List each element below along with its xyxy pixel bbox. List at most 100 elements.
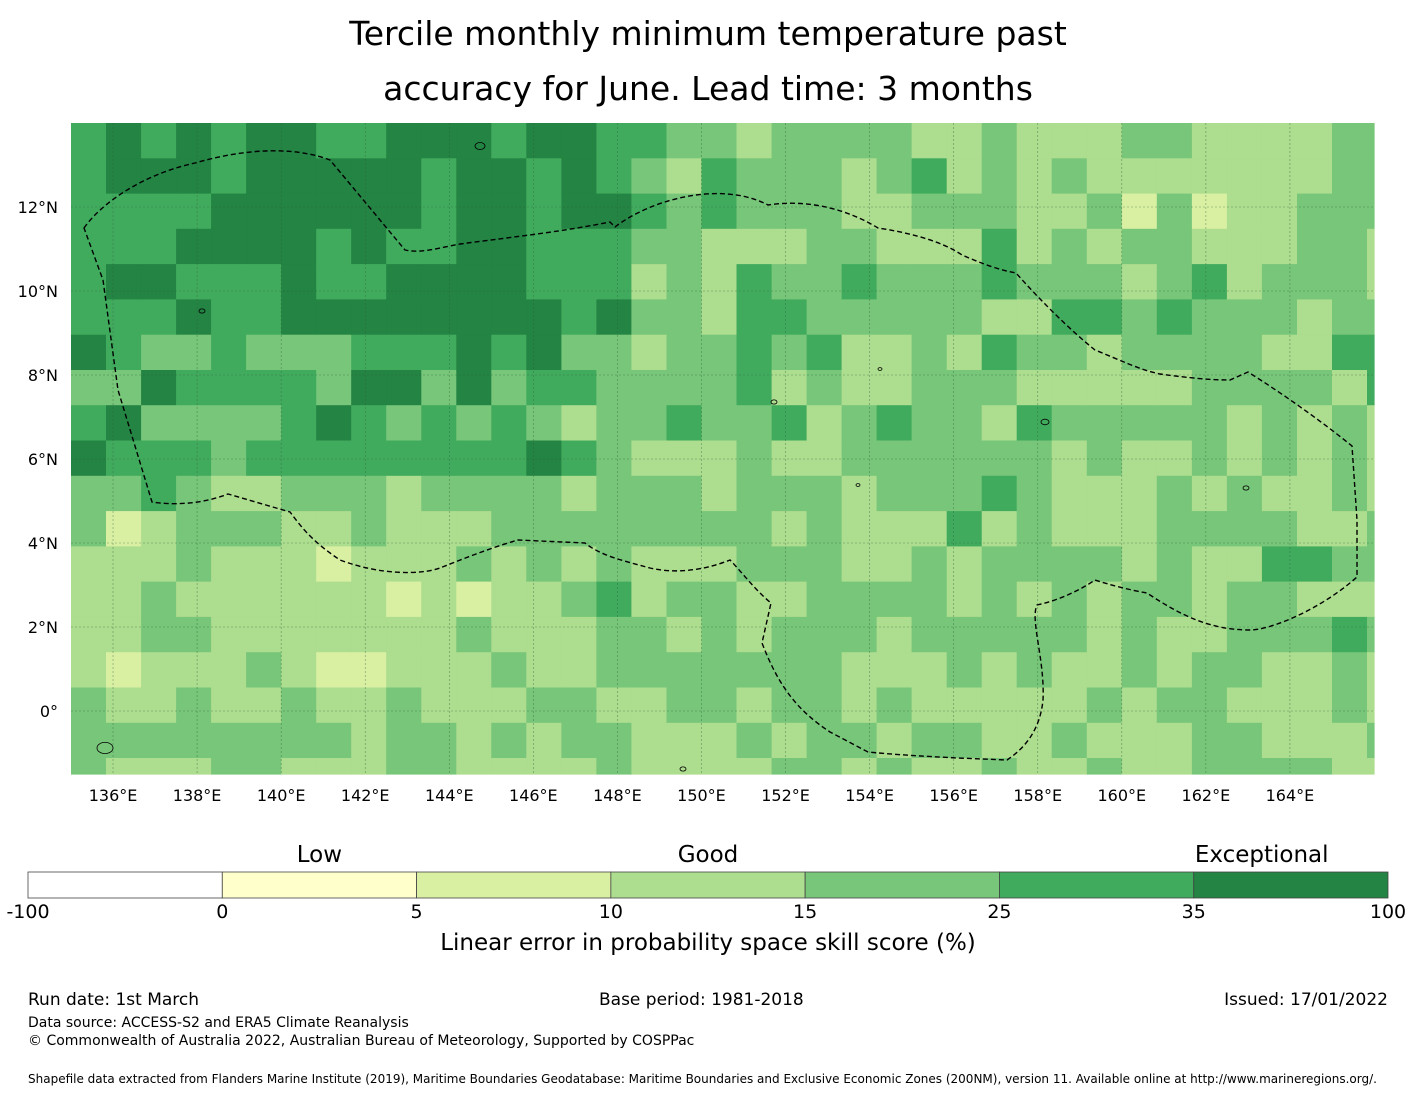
grid-cell: [561, 546, 597, 583]
grid-cell: [1086, 193, 1123, 230]
grid-cell: [1367, 193, 1375, 230]
lat-tick-label: 2°N: [28, 618, 58, 637]
grid-cell: [106, 511, 142, 547]
grid-cell: [526, 299, 562, 336]
island-outline: [679, 766, 687, 772]
grid-cell: [911, 370, 948, 406]
grid-cell: [1367, 652, 1375, 689]
grid-cell: [1191, 123, 1228, 159]
grid-cell: [1332, 370, 1368, 406]
grid-cell: [1191, 616, 1228, 653]
grid-cell: [351, 405, 387, 442]
grid-cell: [1261, 511, 1298, 547]
grid-cell: [841, 616, 878, 653]
island-outline: [855, 483, 861, 487]
grid-cell: [771, 123, 808, 159]
grid-cell: [246, 440, 282, 477]
grid-cell: [631, 758, 668, 775]
grid-cell: [981, 687, 1018, 724]
grid-cell: [1156, 299, 1193, 336]
grid-cell: [876, 299, 913, 336]
grid-cell: [1297, 193, 1333, 230]
grid-cell: [666, 299, 703, 336]
grid-cell: [876, 511, 913, 547]
grid-cell: [946, 511, 983, 547]
grid-cell: [141, 475, 177, 512]
grid-cell: [911, 687, 948, 724]
grid-cell: [456, 546, 492, 583]
grid-cell: [1297, 370, 1333, 406]
grid-cell: [386, 228, 422, 265]
grid-cell: [141, 405, 177, 442]
grid-cell: [351, 123, 387, 159]
graticule: [71, 123, 1374, 774]
grid-cell: [736, 687, 773, 724]
grid-cell: [1261, 546, 1298, 583]
grid-cell: [176, 299, 212, 336]
grid-cell: [771, 405, 808, 442]
grid-cell: [806, 228, 843, 265]
grid-cell: [1332, 652, 1368, 689]
grid-cell: [281, 405, 317, 442]
grid-cell: [561, 405, 597, 442]
grid-cell: [176, 405, 212, 442]
grid-cell: [141, 334, 177, 371]
grid-cell: [211, 370, 247, 406]
grid-cell: [1261, 758, 1298, 775]
grid-cell: [1226, 264, 1263, 300]
grid-cell: [561, 370, 597, 406]
grid-cell: [386, 405, 422, 442]
colorbar-tick-label: 35: [1181, 901, 1206, 923]
grid-cell: [596, 440, 632, 477]
grid-cell: [1051, 687, 1088, 724]
grid-cell: [246, 687, 282, 724]
grid-cell: [596, 370, 632, 406]
grid-cell: [1121, 652, 1158, 689]
grid-cell: [1086, 687, 1123, 724]
grid-cell: [631, 440, 668, 477]
grid-cell: [351, 722, 387, 759]
grid-cell: [141, 158, 177, 195]
grid-cell: [71, 264, 107, 300]
grid-cell: [1086, 264, 1123, 300]
grid-cell: [1156, 334, 1193, 371]
grid-cell: [106, 475, 142, 512]
grid-cell: [946, 616, 983, 653]
grid-cell: [876, 334, 913, 371]
grid-cell: [876, 475, 913, 512]
grid-cell: [141, 299, 177, 336]
grid-cell: [561, 511, 597, 547]
grid-cell: [281, 440, 317, 477]
grid-cell: [736, 264, 773, 300]
grid-cell: [561, 123, 597, 159]
grid-cell: [1051, 616, 1088, 653]
grid-cell: [876, 264, 913, 300]
grid-cell: [1086, 652, 1123, 689]
grid-cell: [281, 158, 317, 195]
grid-cell: [246, 758, 282, 775]
grid-cell: [246, 581, 282, 618]
grid-cell: [211, 264, 247, 300]
grid-cell: [456, 440, 492, 477]
grid-cell: [701, 299, 738, 336]
colorbar-tick-label: 15: [793, 901, 818, 923]
grid-cell: [841, 722, 878, 759]
grid-cell: [1191, 546, 1228, 583]
grid-cell: [71, 687, 107, 724]
grid-cell: [1156, 264, 1193, 300]
grid-cell: [316, 264, 352, 300]
grid-cell: [561, 440, 597, 477]
grid-cell: [386, 193, 422, 230]
grid-cell: [561, 475, 597, 512]
grid-cell: [876, 758, 913, 775]
grid-cell: [491, 123, 527, 159]
base-period: Base period: 1981-2018: [599, 990, 804, 1010]
grid-cell: [1051, 652, 1088, 689]
grid-cell: [281, 616, 317, 653]
grid-cell: [561, 616, 597, 653]
grid-cell: [596, 158, 632, 195]
colorbar-swatch: [221, 871, 417, 899]
lon-tick-label: 144°E: [425, 786, 474, 805]
grid-cell: [1016, 475, 1053, 512]
grid-cell: [561, 687, 597, 724]
